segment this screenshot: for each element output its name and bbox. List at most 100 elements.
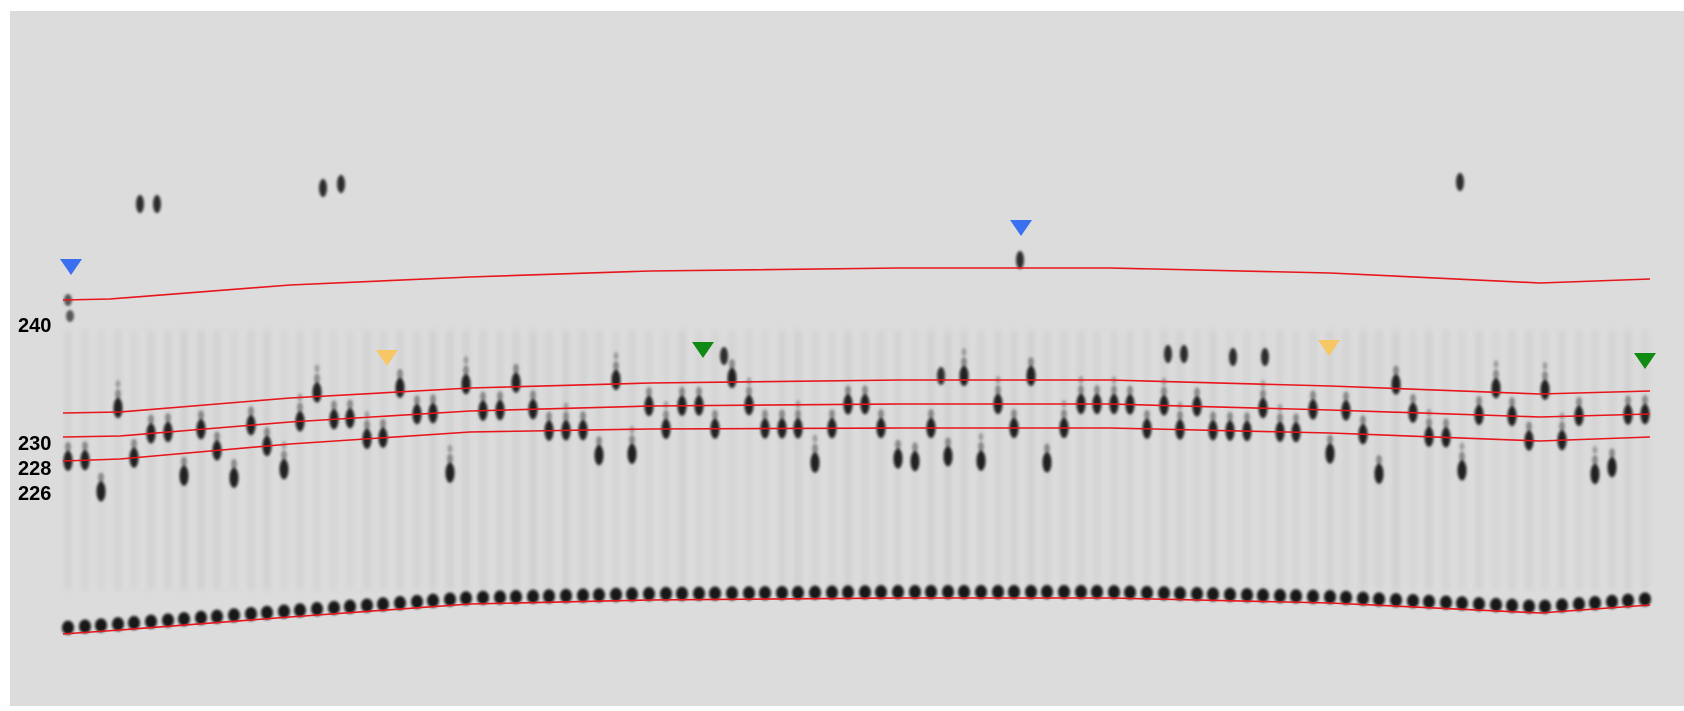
stutter-band: [364, 419, 370, 430]
ladder-band: [394, 596, 406, 611]
ladder-band: [626, 587, 638, 602]
ladder-band: [1207, 587, 1219, 602]
ladder-band: [1241, 588, 1253, 603]
ladder-band: [809, 585, 821, 600]
stutter-band: [430, 394, 436, 405]
lane-smear: [480, 330, 486, 590]
ladder-band: [1191, 586, 1203, 601]
stutter-band: [862, 385, 868, 396]
ladder-band: [128, 615, 140, 630]
ladder-band: [1606, 594, 1618, 609]
ladder-band: [527, 589, 539, 604]
ladder-band: [1423, 594, 1435, 609]
ladder-band: [1124, 585, 1136, 600]
ladder-band: [676, 586, 688, 601]
upper-band: [319, 179, 327, 197]
lane-smear: [1078, 330, 1084, 590]
stutter-band: [463, 356, 469, 365]
allele-band: [910, 451, 920, 472]
upper-band: [1261, 348, 1269, 366]
stutter-band: [812, 434, 818, 443]
allele-band: [1491, 378, 1501, 399]
lane-smear: [1559, 330, 1565, 590]
stutter-band: [845, 385, 851, 396]
stutter-band: [447, 444, 453, 453]
stutter-band: [314, 364, 320, 373]
lane-smear: [1277, 330, 1283, 590]
stutter-band: [912, 442, 918, 453]
stutter-band: [264, 427, 270, 438]
ladder-band: [294, 603, 306, 618]
stutter-band: [580, 411, 586, 422]
allele-band: [1026, 366, 1036, 386]
ladder-band: [1622, 593, 1634, 608]
lane-smear: [414, 330, 420, 590]
ladder-band: [1257, 588, 1269, 603]
ladder-band: [1357, 591, 1369, 606]
stutter-band: [1161, 386, 1167, 397]
stutter-band: [729, 359, 735, 370]
stutter-band: [1642, 395, 1648, 406]
ladder-line-0: [62, 267, 1651, 301]
lane-smear: [878, 330, 884, 590]
ladder-band: [228, 608, 240, 623]
upper-band: [720, 347, 728, 365]
lane-smear: [1476, 330, 1482, 590]
stutter-band: [978, 441, 984, 452]
stutter-band: [563, 411, 569, 422]
ladder-band: [1274, 588, 1286, 603]
ladder-band: [1075, 585, 1087, 599]
lane-smear: [995, 330, 1001, 590]
stutter-band: [1277, 412, 1283, 423]
allele-band: [1325, 443, 1335, 464]
stutter-band: [347, 399, 353, 410]
ladder-band: [1639, 592, 1651, 607]
allele-band: [1590, 464, 1600, 485]
stutter-band: [663, 409, 669, 420]
stutter-band: [1177, 410, 1183, 421]
ladder-band: [1340, 590, 1352, 605]
stutter-band: [1410, 393, 1416, 404]
upper-band: [153, 195, 161, 213]
stutter-band: [1625, 395, 1631, 406]
ladder-band: [1174, 586, 1186, 601]
lane-smear: [248, 330, 254, 590]
ladder-band: [792, 585, 804, 600]
ladder-line-1: [62, 379, 1651, 414]
lane-smear: [1144, 330, 1150, 590]
lane-smear: [430, 330, 436, 590]
stutter-band: [82, 441, 88, 452]
lane-smear: [364, 330, 370, 590]
stutter-band: [978, 432, 984, 441]
stutter-band: [115, 380, 121, 389]
lane-smear: [1576, 330, 1582, 590]
stutter-band: [812, 443, 818, 454]
stutter-band: [1526, 421, 1532, 432]
ladder-band: [1224, 587, 1236, 602]
lane-smear: [646, 330, 652, 590]
stutter-band: [463, 365, 469, 376]
lane-smear: [297, 330, 303, 590]
allele-band: [1391, 374, 1401, 395]
stutter-band: [613, 351, 619, 360]
allele-band: [395, 377, 405, 398]
ladder-band: [1041, 585, 1053, 599]
ladder-band: [958, 585, 970, 599]
stutter-band: [1111, 385, 1117, 396]
ladder-band: [975, 585, 987, 599]
ladder-band: [411, 594, 423, 609]
lane-smear: [1509, 330, 1515, 590]
lane-smear: [679, 330, 685, 590]
stutter-band: [1028, 357, 1034, 367]
ladder-band: [261, 605, 273, 620]
allele-band: [943, 446, 953, 467]
stutter-band: [1343, 391, 1349, 402]
lane-smear: [829, 330, 835, 590]
ladder-band: [776, 585, 788, 600]
upper-band: [1456, 173, 1464, 191]
allele-band: [113, 398, 123, 419]
stutter-band: [1094, 385, 1100, 395]
lane-smear: [1493, 330, 1499, 590]
lane-smear: [1343, 330, 1349, 590]
stutter-band: [1360, 415, 1366, 426]
